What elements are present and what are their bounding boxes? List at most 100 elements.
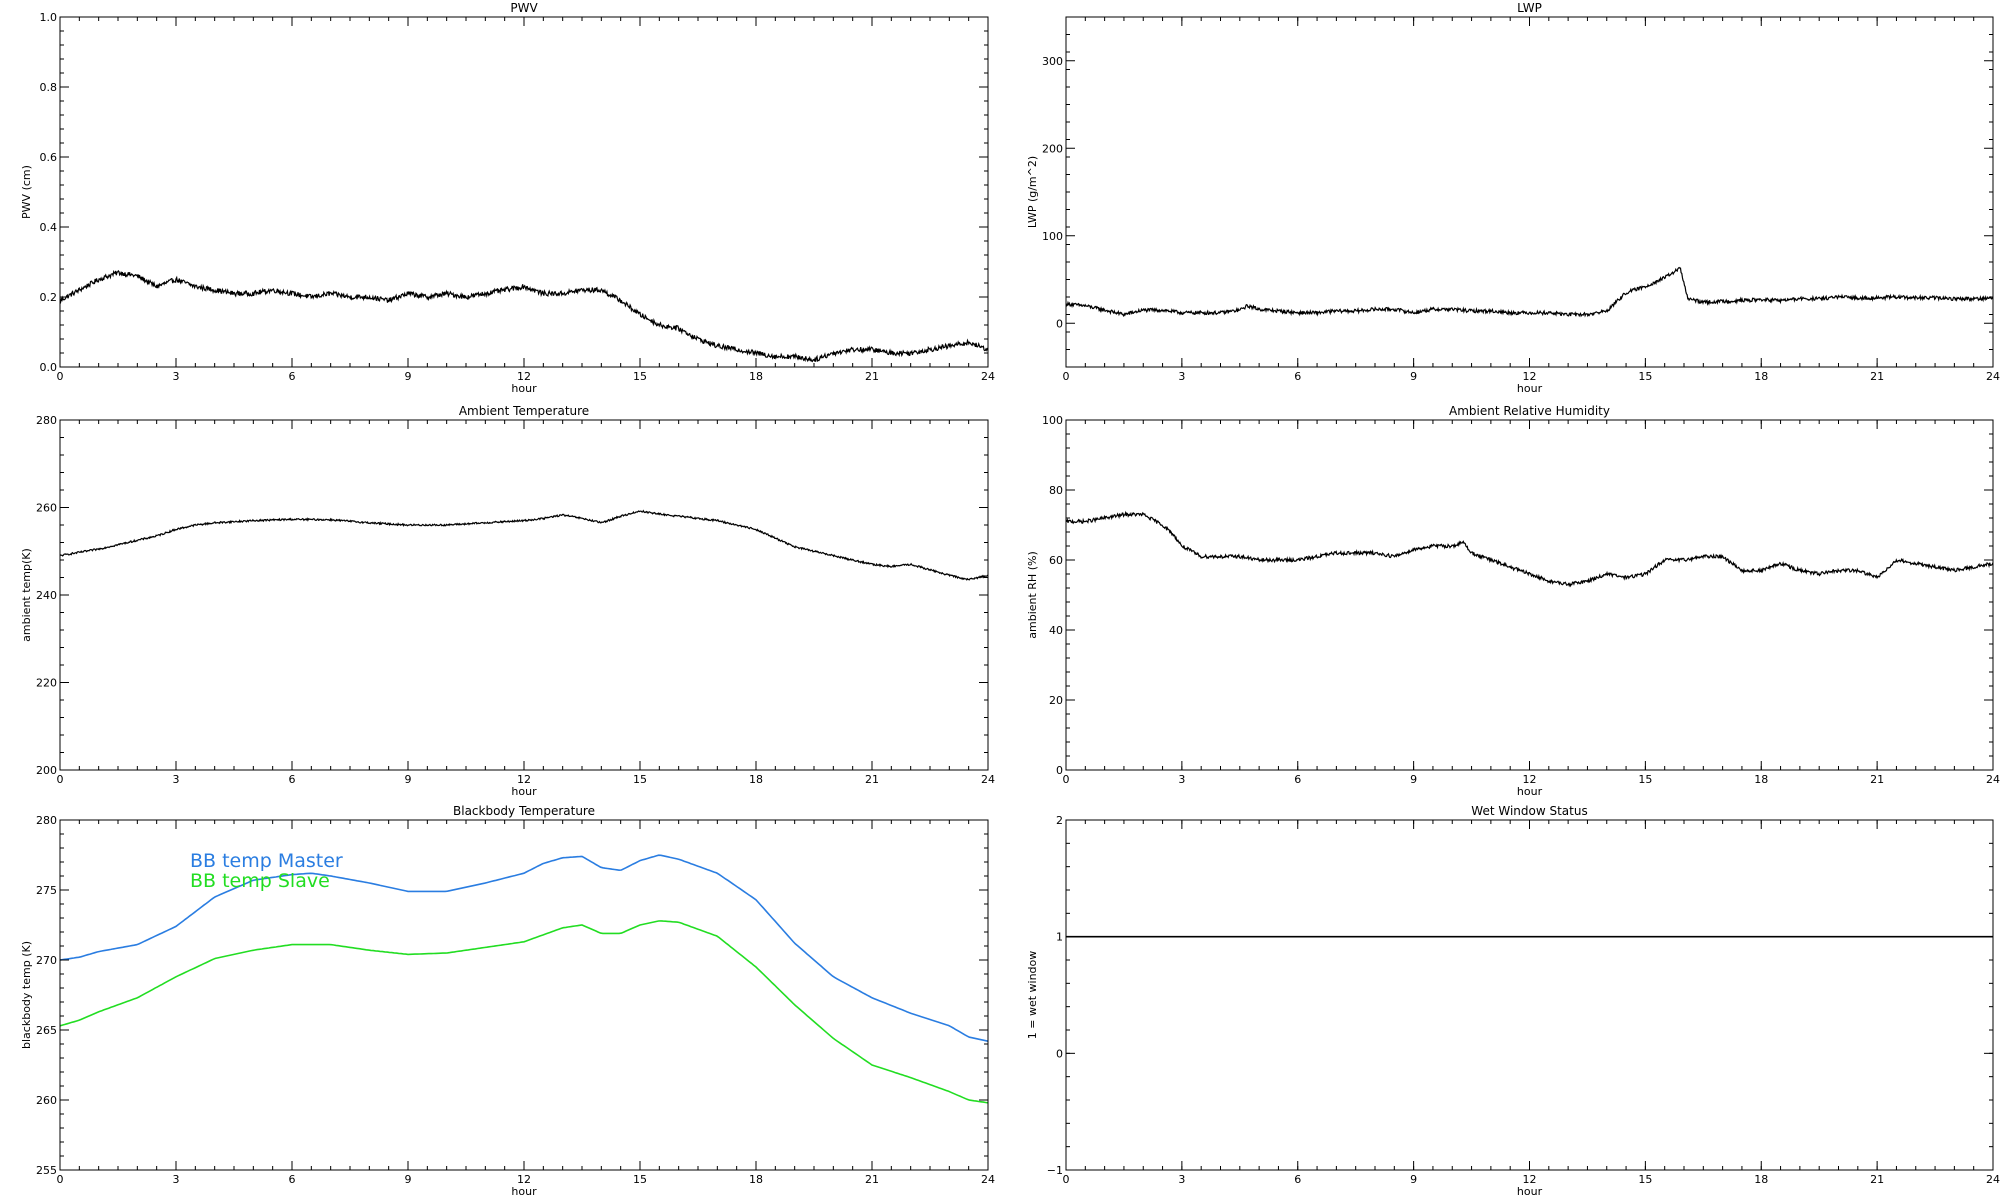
- x-tick-label: 6: [289, 773, 296, 786]
- x-tick-label: 21: [865, 370, 879, 383]
- series-line-0: [1066, 510, 1993, 588]
- chart-panel-ambient-rh: Ambient Relative Humidity 0 3 6 9 12 15 18 21 24 0…: [1026, 404, 2000, 798]
- x-tick-label: 3: [173, 370, 180, 383]
- x-tick-label: 3: [1178, 773, 1185, 786]
- plot-frame: [1065, 819, 1994, 1171]
- x-tick-label: 24: [981, 1173, 995, 1186]
- x-tick-label: 15: [1638, 370, 1652, 383]
- x-tick-label: 3: [173, 773, 180, 786]
- y-tick-label: 0.6: [40, 151, 58, 164]
- x-tick-label: 9: [1410, 1173, 1417, 1186]
- x-tick-label: 9: [405, 370, 412, 383]
- x-tick-label: 15: [1638, 773, 1652, 786]
- y-tick-label: 0: [1056, 764, 1063, 777]
- x-tick-label: 15: [633, 773, 647, 786]
- chart-title: Ambient Temperature: [459, 404, 589, 418]
- x-axis-title: hour: [1517, 785, 1543, 798]
- chart-panel-ambient-temp: Ambient Temperature 0 3 6 9 12 15 18 21 24 200 220 2…: [20, 404, 995, 798]
- x-axis-title: hour: [511, 382, 537, 395]
- y-tick-label: 300: [1042, 55, 1063, 68]
- legend-label: BB temp Master: [190, 850, 343, 872]
- y-tick-label: 260: [36, 1094, 57, 1107]
- x-tick-label: 6: [1294, 370, 1301, 383]
- chart-panel-pwv: PWV 0 3 6 9 12 15 18 21 24 0.0 0.2 0.4 0.6 0.8 1.0 hour P…: [20, 1, 995, 395]
- y-tick-label: 265: [36, 1024, 57, 1037]
- y-tick-label: 60: [1049, 554, 1063, 567]
- y-tick-label: 0.8: [40, 81, 58, 94]
- x-tick-label: 9: [405, 1173, 412, 1186]
- series-line-0: [60, 854, 988, 1042]
- chart-title: Ambient Relative Humidity: [1449, 404, 1610, 418]
- plot-frame: [59, 419, 989, 771]
- y-tick-label: 0.2: [40, 291, 58, 304]
- y-axis-title: blackbody temp (K): [20, 941, 33, 1049]
- x-tick-label: 18: [1754, 773, 1768, 786]
- series-line-0: [60, 509, 988, 581]
- y-axis-title: LWP (g/m^2): [1026, 156, 1039, 228]
- y-tick-label: 2: [1056, 814, 1063, 827]
- x-tick-label: 18: [1754, 370, 1768, 383]
- y-tick-label: 280: [36, 814, 57, 827]
- chart-title: LWP: [1517, 1, 1542, 15]
- x-tick-label: 12: [517, 773, 531, 786]
- x-tick-label: 12: [1523, 773, 1537, 786]
- x-axis-title: hour: [1517, 1185, 1543, 1198]
- x-tick-label: 21: [865, 1173, 879, 1186]
- x-tick-label: 24: [1986, 1173, 2000, 1186]
- y-axis-title: PWV (cm): [20, 165, 33, 219]
- y-tick-label: 0.0: [40, 361, 58, 374]
- x-tick-label: 0: [57, 1173, 64, 1186]
- x-tick-label: 18: [749, 1173, 763, 1186]
- x-tick-label: 15: [1638, 1173, 1652, 1186]
- y-axis-title: ambient temp(K): [20, 548, 33, 642]
- x-tick-label: 3: [1178, 1173, 1185, 1186]
- y-tick-label: 240: [36, 589, 57, 602]
- x-tick-label: 9: [405, 773, 412, 786]
- y-tick-label: 260: [36, 502, 57, 515]
- x-tick-label: 0: [1063, 370, 1070, 383]
- x-axis-title: hour: [511, 1185, 537, 1198]
- x-tick-label: 0: [1063, 1173, 1070, 1186]
- y-tick-label: 270: [36, 954, 57, 967]
- x-tick-label: 6: [1294, 773, 1301, 786]
- x-tick-label: 15: [633, 370, 647, 383]
- chart-title: Blackbody Temperature: [453, 804, 595, 818]
- x-tick-label: 15: [633, 1173, 647, 1186]
- x-tick-label: 9: [1410, 773, 1417, 786]
- x-axis-title: hour: [511, 785, 537, 798]
- x-axis-title: hour: [1517, 382, 1543, 395]
- x-tick-label: 18: [749, 370, 763, 383]
- x-tick-label: 0: [57, 370, 64, 383]
- y-tick-label: 0.4: [40, 221, 58, 234]
- x-tick-label: 18: [749, 773, 763, 786]
- y-tick-label: 100: [1042, 230, 1063, 243]
- y-tick-label: 220: [36, 677, 57, 690]
- y-tick-label: 40: [1049, 624, 1063, 637]
- legend-label: BB temp Slave: [190, 870, 330, 892]
- chart-panel-blackbody-temp: Blackbody Temperature 0 3 6 9 12 15 18 21 24 255 26…: [20, 804, 995, 1198]
- x-tick-label: 24: [1986, 370, 2000, 383]
- plot-frame: [59, 16, 989, 368]
- y-tick-label: 0: [1056, 1047, 1063, 1060]
- x-tick-label: 24: [981, 773, 995, 786]
- y-axis-title: 1 = wet window: [1026, 951, 1039, 1040]
- x-tick-label: 21: [1870, 1173, 1884, 1186]
- chart-title: Wet Window Status: [1471, 804, 1587, 818]
- x-tick-label: 12: [517, 1173, 531, 1186]
- y-tick-label: 200: [36, 764, 57, 777]
- y-tick-label: 80: [1049, 484, 1063, 497]
- x-tick-label: 0: [57, 773, 64, 786]
- chart-title: PWV: [510, 1, 538, 15]
- x-tick-label: 12: [1523, 370, 1537, 383]
- x-tick-label: 3: [173, 1173, 180, 1186]
- x-tick-label: 3: [1178, 370, 1185, 383]
- y-tick-label: 200: [1042, 142, 1063, 155]
- x-tick-label: 21: [1870, 370, 1884, 383]
- series-line-1: [60, 920, 988, 1104]
- plot-frame: [1065, 16, 1994, 368]
- y-axis-title: ambient RH (%): [1026, 551, 1039, 639]
- chart-panel-lwp: LWP 0 3 6 9 12 15 18 21 24 0 100 200 300 hour LWP (g/m^…: [1026, 1, 2000, 395]
- x-tick-label: 0: [1063, 773, 1070, 786]
- x-tick-label: 6: [289, 1173, 296, 1186]
- y-tick-label: 20: [1049, 694, 1063, 707]
